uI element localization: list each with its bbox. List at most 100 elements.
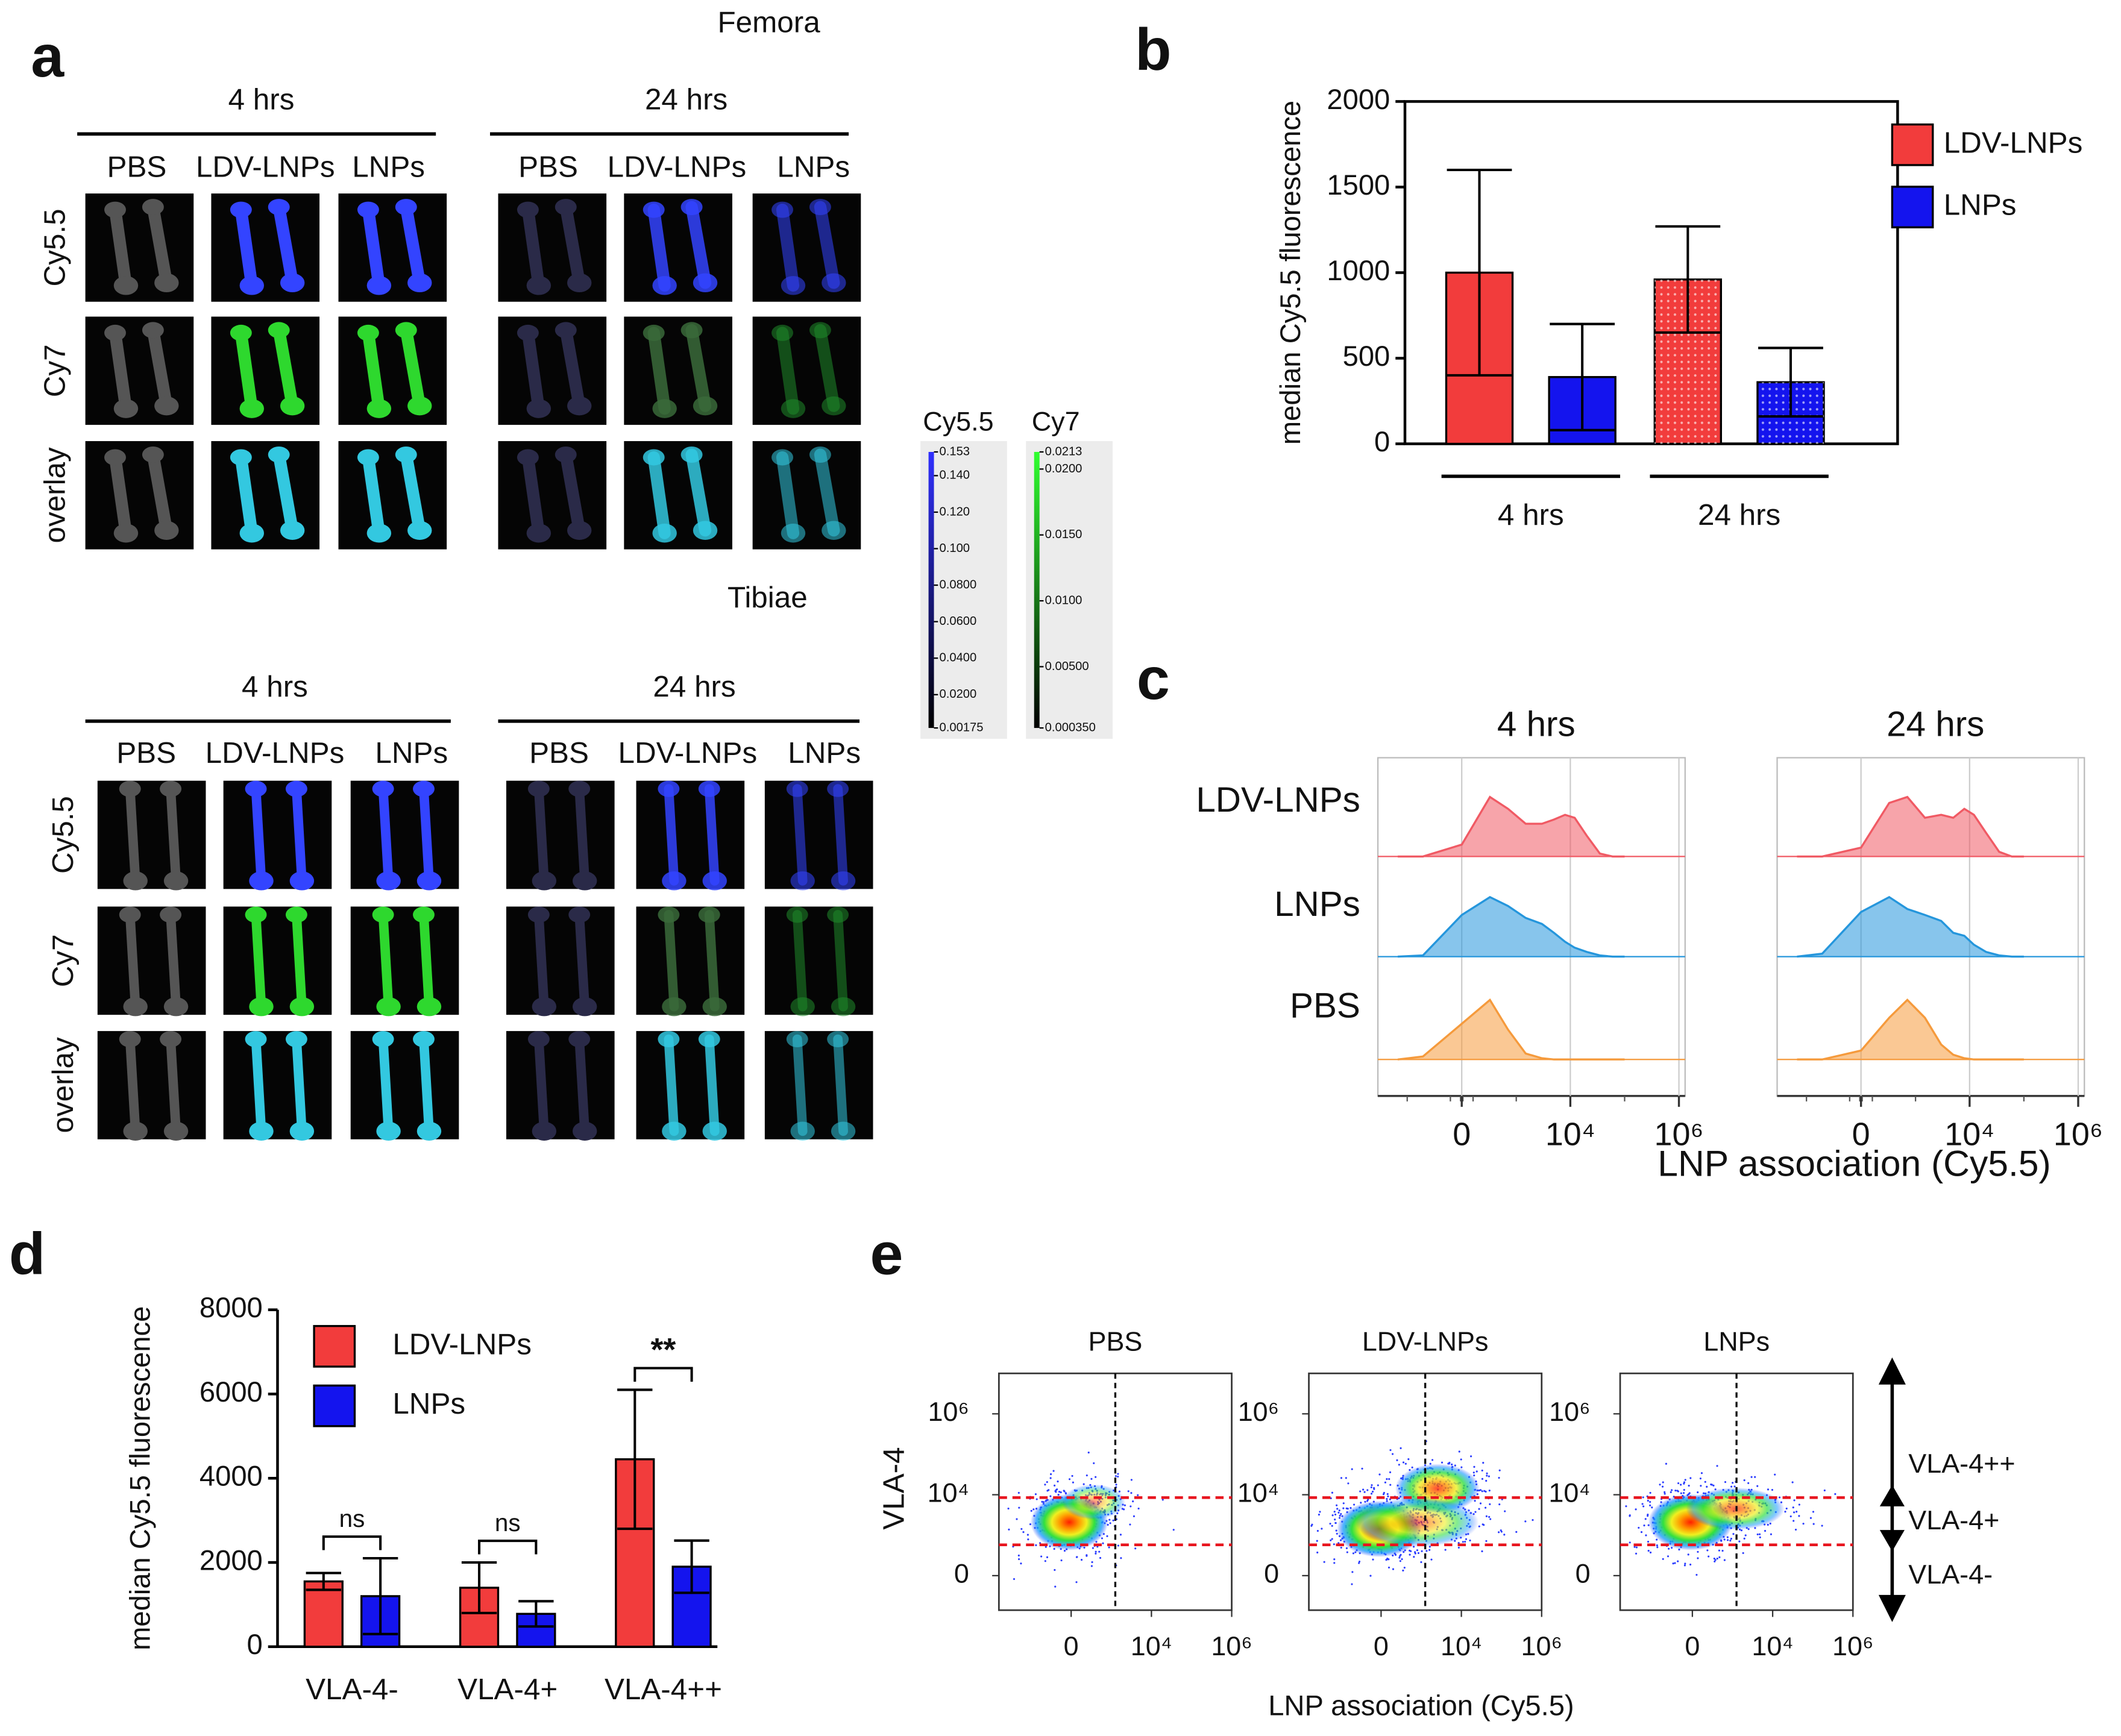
bone-end [822, 396, 846, 416]
event-dot [1101, 1537, 1104, 1540]
event-dot [1052, 1470, 1055, 1472]
colorbar-tick-label: 0.120 [940, 505, 970, 518]
event-dot [1793, 1520, 1795, 1522]
event-dot [1489, 1503, 1491, 1505]
event-dot [1063, 1550, 1066, 1552]
bone-end [113, 524, 139, 543]
event-dot [1137, 1494, 1139, 1496]
bone-end [268, 447, 290, 463]
bone-end [568, 780, 591, 797]
y-tick-label: 0 [954, 1558, 969, 1589]
event-dot [1340, 1512, 1342, 1515]
x-tick-label: 10⁶ [2053, 1116, 2103, 1152]
event-dot [1472, 1471, 1475, 1474]
bone-end [662, 1121, 687, 1141]
bone-end [790, 1121, 815, 1141]
bone [400, 448, 426, 537]
event-dot [1674, 1562, 1676, 1564]
event-dot [1706, 1485, 1708, 1488]
significance-label: ** [650, 1332, 676, 1368]
bone-end [119, 906, 141, 923]
event-dot [1774, 1473, 1776, 1476]
bone [833, 1034, 848, 1136]
bone-end [771, 201, 794, 218]
event-dot [1049, 1473, 1052, 1476]
event-dot [1370, 1493, 1373, 1495]
density-core [1061, 1484, 1126, 1520]
bone-end [113, 399, 139, 418]
condition-label: PBS [518, 151, 578, 184]
colorbar-tick-label: 0.0150 [1045, 528, 1082, 541]
event-dot [1353, 1503, 1356, 1506]
event-dot [1704, 1481, 1706, 1483]
event-dot [1479, 1489, 1482, 1491]
bone-end [652, 524, 677, 543]
bone-image [211, 441, 320, 550]
event-dot [1080, 1559, 1083, 1561]
event-dot [1387, 1558, 1390, 1561]
event-dot [1363, 1491, 1366, 1493]
event-dot [1362, 1488, 1365, 1491]
bone-image [223, 1031, 332, 1141]
row-label: LNPs [1274, 885, 1360, 924]
bone-end [285, 780, 307, 797]
bone-end [280, 273, 305, 293]
image-background [636, 1031, 745, 1139]
colorbar-tick-label: 0.0200 [1045, 462, 1082, 475]
y-axis-label: median Cy5.5 fluorescence [1274, 101, 1306, 445]
event-dot [1054, 1585, 1057, 1588]
event-dot [1457, 1541, 1460, 1544]
event-dot [1316, 1540, 1318, 1542]
x-tick-label: 10⁶ [1654, 1116, 1703, 1152]
event-dot [1789, 1515, 1792, 1518]
bone [108, 327, 133, 415]
condition-label: LNPs [788, 736, 861, 769]
event-dot [1481, 1550, 1483, 1553]
event-dot [1389, 1471, 1392, 1473]
bone-end [163, 871, 189, 891]
event-dot [1027, 1538, 1029, 1541]
bone [685, 201, 712, 289]
event-dot [1448, 1462, 1450, 1465]
event-dot [1645, 1534, 1647, 1537]
bone-end [160, 1031, 182, 1048]
event-dot [1712, 1484, 1715, 1487]
bone-end [693, 273, 718, 293]
event-dot [1016, 1518, 1018, 1520]
bone [378, 1034, 394, 1136]
event-dot [1460, 1466, 1463, 1468]
event-dot [1063, 1490, 1065, 1492]
event-dot [1072, 1481, 1074, 1484]
x-axis-label: LNP association (Cy5.5) [1658, 1143, 2050, 1184]
event-dot [1373, 1488, 1375, 1490]
bone-end [280, 521, 305, 540]
colorbar-tick-label: 0.100 [940, 542, 970, 555]
event-dot [1796, 1511, 1798, 1513]
bone-end [357, 324, 379, 341]
bone-end [123, 997, 148, 1017]
event-dot [1680, 1492, 1682, 1494]
event-dot [1030, 1509, 1032, 1512]
event-dot [1022, 1531, 1025, 1534]
event-dot [1114, 1475, 1117, 1477]
histogram-fill [1797, 897, 2024, 957]
event-dot [1798, 1503, 1800, 1506]
event-dot [1095, 1476, 1097, 1478]
image-background [506, 906, 615, 1015]
event-dot [1102, 1542, 1104, 1544]
event-dot [1399, 1560, 1401, 1562]
bone [108, 203, 133, 292]
event-dot [1430, 1558, 1433, 1561]
event-dot [1369, 1575, 1372, 1577]
bone [362, 327, 385, 415]
event-dot [1129, 1523, 1131, 1526]
x-tick-label: 0 [1064, 1631, 1079, 1661]
event-dot [1346, 1508, 1349, 1510]
bone-end [555, 322, 577, 339]
event-dot [1644, 1518, 1647, 1520]
legend-label: LNPs [392, 1387, 465, 1420]
event-dot [1333, 1543, 1335, 1546]
bone-end [680, 322, 703, 339]
image-background [223, 1031, 332, 1139]
event-dot [1469, 1455, 1472, 1458]
